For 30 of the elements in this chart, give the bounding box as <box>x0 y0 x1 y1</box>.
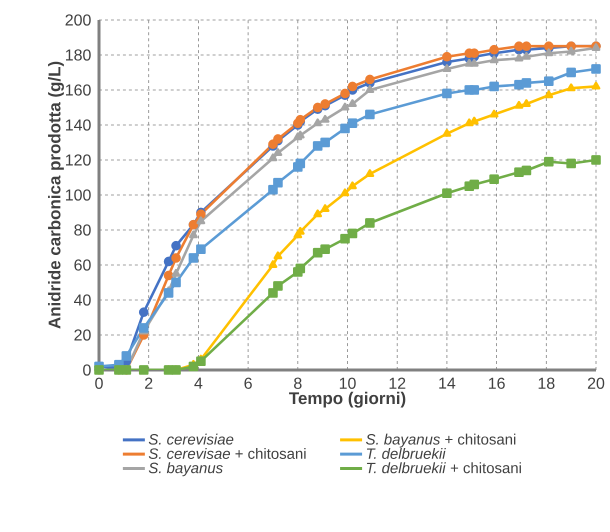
legend-label: S. bayanus + chitosani <box>366 434 516 448</box>
y-axis-title: Anidride carbonica prodotta (g/L) <box>48 62 64 329</box>
legend-label: S. bayanus <box>148 462 223 476</box>
x-tick-label: 18 <box>538 378 554 389</box>
y-tick-label: 160 <box>66 84 91 96</box>
y-tick-label: 60 <box>74 259 91 271</box>
y-tick-label: 100 <box>66 189 91 201</box>
legend-label: S. cerevisae + chitosani <box>148 448 306 459</box>
x-axis-title: Tempo (giorni) <box>289 392 406 408</box>
y-tick-label: 120 <box>66 154 91 166</box>
x-tick-label: 2 <box>145 378 152 389</box>
x-tick-label: 16 <box>488 378 505 389</box>
x-tick-label: 12 <box>390 378 406 389</box>
legend-label: T. delbruekii + chitosani <box>366 462 521 474</box>
y-tick-label: 40 <box>74 294 91 306</box>
y-tick-label: 140 <box>66 119 91 131</box>
x-tick-label: 14 <box>439 378 456 389</box>
x-tick-label: 20 <box>588 378 604 389</box>
y-tick-label: 200 <box>66 14 91 26</box>
x-tick-label: 6 <box>244 378 252 389</box>
x-tick-label: 0 <box>95 378 103 389</box>
x-tick-label: 8 <box>294 378 302 389</box>
x-tick-label: 10 <box>340 378 356 389</box>
y-tick-label: 20 <box>74 329 91 341</box>
legend-label: S. cerevisiae <box>148 434 234 445</box>
legend-label: T. delbruekii <box>366 448 446 459</box>
x-tick-label: 4 <box>194 378 202 389</box>
y-tick-label: 80 <box>74 224 91 236</box>
y-tick-label: 0 <box>83 364 91 376</box>
y-tick-label: 180 <box>66 49 91 61</box>
